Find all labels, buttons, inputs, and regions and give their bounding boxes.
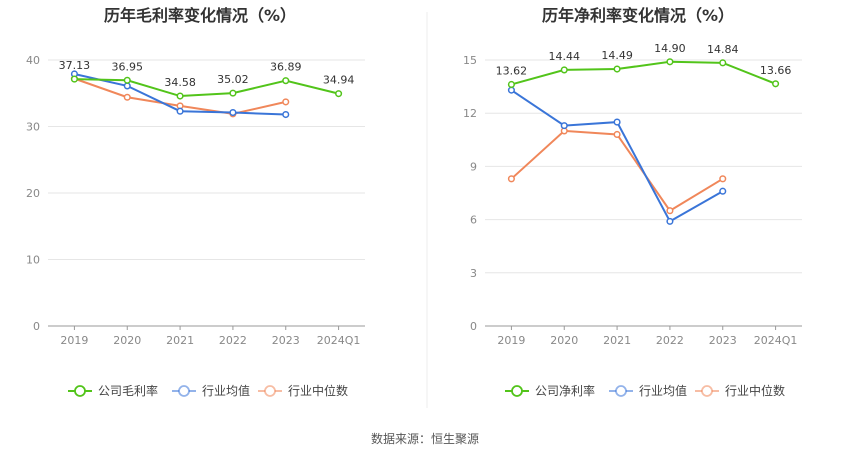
data-point: [123, 76, 131, 84]
series-line-0: [511, 60, 776, 86]
y-tick-label: 0: [470, 320, 477, 333]
data-label: 36.95: [112, 60, 144, 73]
x-tick-label: 2024Q1: [754, 334, 798, 347]
data-point: [666, 58, 674, 66]
legend-label: 公司毛利率: [98, 383, 158, 398]
data-label: 14.44: [549, 50, 581, 63]
data-label: 14.49: [601, 49, 633, 62]
y-tick-label: 30: [26, 121, 40, 134]
data-label: 34.94: [323, 74, 355, 87]
series-line-2: [510, 129, 724, 213]
y-tick-label: 6: [470, 214, 477, 227]
x-tick-label: 2023: [272, 334, 300, 347]
legend-label: 行业中位数: [288, 383, 348, 398]
data-point: [282, 77, 290, 85]
data-point: [719, 187, 727, 195]
data-label: 36.89: [270, 61, 302, 74]
x-tick-label: 2020: [113, 334, 141, 347]
x-tick-label: 2019: [497, 334, 525, 347]
y-tick-label: 3: [470, 267, 477, 280]
y-tick-label: 15: [463, 54, 477, 67]
x-tick-label: 2021: [603, 334, 631, 347]
data-point: [282, 98, 290, 106]
x-tick-label: 2019: [60, 334, 88, 347]
data-label: 35.02: [217, 73, 249, 86]
data-point: [666, 207, 674, 215]
net-margin-chart: 历年净利率变化情况（%） 0 3 6 9 12 15 2019 2020 2021 2022 2023…: [463, 6, 802, 398]
data-point: [282, 110, 290, 119]
legend-swatch-marker: [701, 385, 713, 397]
data-label: 14.84: [707, 43, 739, 56]
data-point: [176, 107, 184, 115]
legend-swatch-marker: [178, 385, 190, 397]
legend-swatch-marker: [74, 385, 86, 397]
data-label: 14.90: [654, 42, 686, 55]
data-point: [613, 130, 621, 139]
x-tick-label: 2020: [550, 334, 578, 347]
series-line-1: [510, 89, 724, 223]
data-label: 13.66: [760, 64, 792, 77]
x-tick-label: 2021: [166, 334, 194, 347]
data-point: [613, 118, 621, 126]
data-point: [772, 80, 780, 88]
legend-label: 行业均值: [639, 383, 687, 398]
legend-label: 行业均值: [202, 383, 250, 398]
data-point: [229, 89, 237, 97]
data-point: [613, 65, 621, 73]
data-point: [507, 86, 515, 94]
data-point: [719, 175, 727, 183]
legend-swatch-marker: [264, 385, 276, 397]
chart-title: 历年净利率变化情况（%）: [542, 6, 734, 25]
x-tick-label: 2024Q1: [317, 334, 361, 347]
data-point: [507, 175, 515, 183]
chart-title: 历年毛利率变化情况（%）: [104, 6, 296, 25]
x-tick-label: 2023: [709, 334, 737, 347]
legend-label: 公司净利率: [535, 383, 595, 398]
data-label: 34.58: [164, 76, 196, 89]
data-point: [335, 90, 343, 98]
data-point: [176, 92, 184, 100]
y-tick-label: 20: [26, 187, 40, 200]
x-tick-label: 2022: [219, 334, 247, 347]
series-line-0: [74, 78, 339, 98]
y-tick-label: 40: [26, 54, 40, 67]
y-tick-label: 10: [26, 254, 40, 267]
data-point: [507, 80, 515, 89]
x-tick-label: 2022: [656, 334, 684, 347]
data-point: [123, 82, 131, 90]
data-point: [666, 217, 674, 225]
gross-margin-chart: 历年毛利率变化情况（%） 0 10 20 30 40 2019 2020 2021 2022 202…: [26, 6, 365, 398]
legend-swatch-marker: [615, 385, 627, 397]
data-point: [123, 93, 131, 101]
data-label: 37.13: [59, 59, 91, 72]
data-label: 13.62: [496, 64, 528, 77]
source-note: 数据来源：恒生聚源: [371, 431, 479, 446]
data-point: [560, 122, 568, 130]
data-point: [229, 108, 237, 117]
y-tick-label: 0: [33, 320, 40, 333]
data-point: [719, 59, 727, 67]
legend-label: 行业中位数: [725, 383, 785, 398]
y-tick-label: 9: [470, 160, 477, 173]
data-point: [70, 75, 78, 83]
y-tick-label: 12: [463, 107, 477, 120]
data-point: [560, 66, 568, 74]
legend-swatch-marker: [511, 385, 523, 397]
